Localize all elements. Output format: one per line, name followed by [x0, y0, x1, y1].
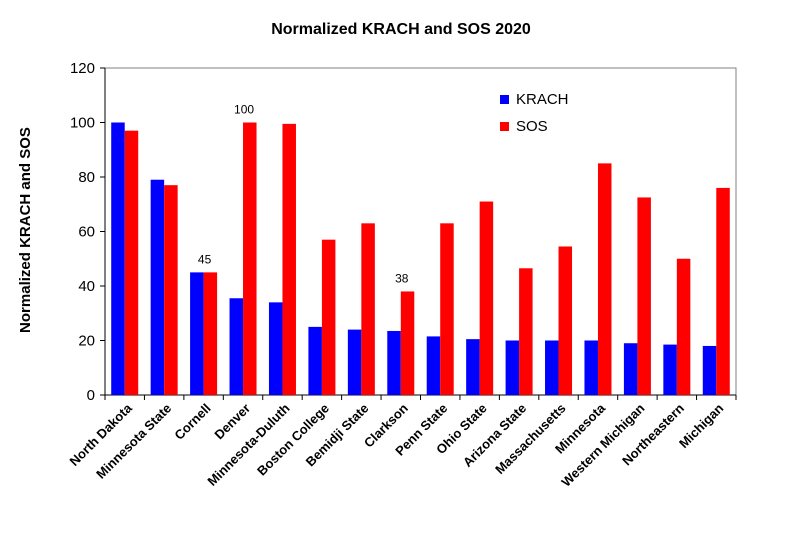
legend-swatch-krach [500, 95, 509, 104]
chart-title: Normalized KRACH and SOS 2020 [271, 21, 531, 38]
bar-krach [347, 329, 362, 395]
data-label: 45 [198, 252, 212, 266]
bar-sos [361, 223, 375, 395]
bar-krach [584, 340, 598, 395]
bar-sos [519, 268, 533, 395]
bar-krach [663, 344, 677, 395]
y-tick-label: 20 [78, 333, 95, 350]
bar-krach [702, 345, 717, 395]
data-label: 100 [234, 103, 254, 117]
legend-label-sos: SOS [516, 118, 548, 135]
bar-sos [321, 239, 336, 395]
bars-group [111, 122, 730, 396]
bar-krach [190, 272, 204, 395]
legend: KRACH SOS [500, 91, 569, 135]
x-tick-label: Minnesota State [93, 401, 174, 482]
bar-krach [387, 330, 401, 395]
bar-krach [308, 326, 322, 395]
bar-sos [558, 246, 573, 395]
bar-sos [400, 291, 415, 395]
bar-krach [426, 336, 441, 395]
bar-sos [676, 258, 691, 395]
bar-krach [623, 343, 638, 395]
bar-sos [716, 187, 730, 395]
bar-sos [637, 197, 651, 395]
legend-label-krach: KRACH [516, 91, 569, 108]
bar-krach [505, 340, 520, 395]
x-tick-label: Cornell [171, 401, 213, 443]
data-label: 38 [395, 271, 409, 285]
legend-swatch-sos [500, 122, 509, 131]
bar-sos [440, 223, 454, 395]
y-tick-label: 100 [70, 115, 95, 132]
bar-sos [282, 123, 296, 396]
x-tick-label: Massachusetts [492, 401, 569, 478]
y-tick-label: 120 [70, 60, 95, 77]
bar-sos [597, 163, 612, 395]
y-tick-label: 40 [78, 278, 95, 295]
bar-krach [229, 298, 244, 395]
y-tick-label: 80 [78, 169, 95, 186]
bar-krach [545, 340, 559, 395]
bar-sos [243, 122, 257, 395]
data-labels-group: 100 45 38 [198, 103, 409, 286]
bar-sos [479, 201, 494, 395]
bar-sos [164, 185, 178, 395]
bar-krach [466, 339, 480, 395]
y-tick-label: 60 [78, 224, 95, 241]
bar-krach [150, 179, 165, 395]
bar-krach [111, 122, 125, 395]
y-ticks-group: 0 20 40 60 80 100 120 [70, 60, 105, 404]
bar-sos [124, 130, 139, 396]
bar-krach [268, 302, 283, 395]
x-tick-label: Boston College [254, 401, 332, 479]
y-tick-label: 0 [87, 387, 95, 404]
y-axis-label: Normalized KRACH and SOS [17, 127, 34, 333]
bar-sos [203, 272, 218, 395]
